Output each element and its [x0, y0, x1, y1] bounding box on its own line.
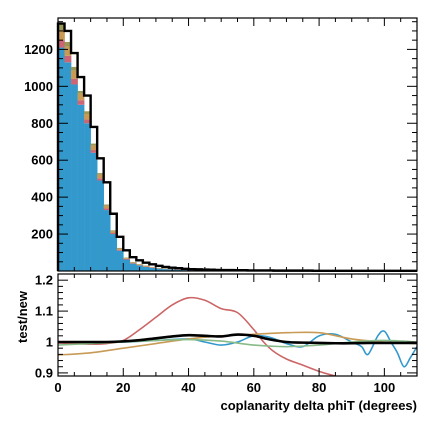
histogram-y-tick-labels: 200 400 600 800 1000 1200 — [24, 42, 53, 242]
histogram-bar-s3-b7 — [103, 204, 111, 206]
ratio-ticks — [57, 274, 417, 376]
histogram-bar-s2-b11 — [129, 262, 137, 264]
histogram-bars — [58, 24, 372, 271]
histogram-y-tick-label-4: 1000 — [24, 79, 53, 94]
histogram-bar-s1-b3 — [77, 100, 85, 105]
ratio-y-tick-label-1: 1 — [46, 335, 53, 350]
histogram-bar-s0-b14 — [149, 267, 157, 271]
ratio-lines — [58, 296, 417, 376]
histogram-bar-s3-b0 — [58, 24, 65, 30]
histogram-bar-s2-b10 — [123, 257, 131, 259]
x-axis-title: coplanarity delta phiT (degrees) — [221, 398, 418, 413]
ratio-x-tick-label-5: 100 — [374, 380, 396, 395]
histogram-bar-s0-b15 — [155, 268, 163, 271]
ratio-y-axis-title: test/new — [15, 290, 30, 343]
histogram-bar-s2-b2 — [71, 70, 78, 79]
ratio-series-line-4 — [58, 333, 417, 345]
histogram-bar-s3-b3 — [77, 90, 85, 94]
ratio-series-line-1 — [58, 330, 417, 368]
ratio-y-tick-label-3: 1.2 — [35, 273, 53, 288]
histogram-bar-s3-b2 — [71, 66, 78, 71]
histogram-bar-s2-b7 — [103, 205, 111, 209]
histogram-bar-s0-b5 — [90, 152, 98, 271]
histogram-bar-s1-b6 — [97, 178, 104, 181]
histogram-bar-s2-b3 — [77, 93, 85, 101]
histogram-bar-s1-b10 — [123, 258, 131, 260]
histogram-y-tick-label-0: 200 — [31, 227, 53, 242]
histogram-bar-s2-b13 — [142, 266, 150, 267]
histogram-bar-s3-b4 — [84, 111, 91, 115]
ratio-x-tick-label-3: 60 — [247, 380, 261, 395]
histogram-bar-s0-b0 — [58, 47, 65, 271]
histogram-bar-s1-b7 — [103, 208, 111, 211]
histogram-y-tick-label-3: 800 — [31, 116, 53, 131]
ratio-x-tick-labels: 0 20 40 60 80 100 — [54, 380, 395, 395]
histogram-panel: 200 400 600 800 1000 1200 — [24, 17, 418, 273]
histogram-bar-s1-b2 — [71, 78, 78, 85]
histogram-bar-s0-b2 — [71, 84, 78, 271]
histogram-bar-s2-b9 — [116, 248, 124, 250]
histogram-bar-s0-b11 — [129, 263, 137, 271]
histogram-bar-s0-b16 — [162, 269, 170, 271]
histogram-bar-s1-b4 — [84, 119, 91, 124]
histogram-bar-s1-b9 — [116, 249, 124, 251]
histogram-y-tick-label-2: 600 — [31, 153, 53, 168]
histogram-bar-s0-b6 — [97, 180, 104, 271]
histogram-bar-s2-b12 — [136, 264, 144, 266]
histogram-bar-s3-b5 — [90, 143, 98, 146]
histogram-bar-s3-b6 — [97, 173, 104, 175]
ratio-x-tick-label-0: 0 — [54, 380, 61, 395]
histogram-bar-s0-b3 — [77, 104, 85, 271]
histogram-bar-s0-b7 — [103, 210, 111, 271]
histogram-bar-s0-b9 — [116, 250, 124, 271]
histogram-bar-s3-b1 — [64, 42, 72, 47]
histogram-bar-s0-b13 — [142, 266, 150, 271]
ratio-y-tick-label-2: 1.1 — [35, 304, 53, 319]
histogram-y-tick-label-5: 1200 — [24, 42, 53, 57]
histogram-bar-s2-b4 — [84, 114, 91, 120]
ratio-y-tick-label-0: 0.9 — [35, 365, 53, 380]
histogram-bar-s1-b0 — [58, 40, 65, 48]
histogram-bar-s2-b5 — [90, 145, 98, 151]
histogram-y-tick-label-1: 400 — [31, 190, 53, 205]
ratio-x-tick-label-1: 20 — [116, 380, 130, 395]
histogram-bar-s0-b4 — [84, 123, 91, 271]
ratio-y-tick-labels: 0.9 1 1.1 1.2 — [35, 273, 53, 381]
histogram-bar-s1-b8 — [110, 232, 118, 235]
ratio-x-tick-label-2: 40 — [181, 380, 195, 395]
histogram-bar-s1-b11 — [129, 263, 137, 264]
histogram-bar-s2-b0 — [58, 30, 65, 41]
ratio-frame — [57, 273, 418, 377]
histogram-bar-s1-b5 — [90, 150, 98, 153]
histogram-ticks — [57, 18, 417, 271]
histogram-bar-s0-b18 — [175, 269, 183, 271]
histogram-bar-s1-b1 — [64, 55, 72, 63]
ratio-panel: 0.9 1 1.1 1.2 0 20 40 60 80 100 test/new coplana… — [15, 273, 418, 413]
histogram-bar-s0-b8 — [110, 234, 118, 271]
histogram-bar-s2-b6 — [97, 174, 104, 179]
histogram-bar-s2-b1 — [64, 46, 72, 56]
histogram-bar-s3-b9 — [116, 247, 124, 249]
histogram-bar-s3-b8 — [110, 230, 118, 232]
ratio-x-tick-label-4: 80 — [312, 380, 326, 395]
histogram-bar-s2-b8 — [110, 231, 118, 233]
histogram-bar-s0-b1 — [64, 62, 72, 271]
histogram-bar-s0-b10 — [123, 259, 131, 271]
